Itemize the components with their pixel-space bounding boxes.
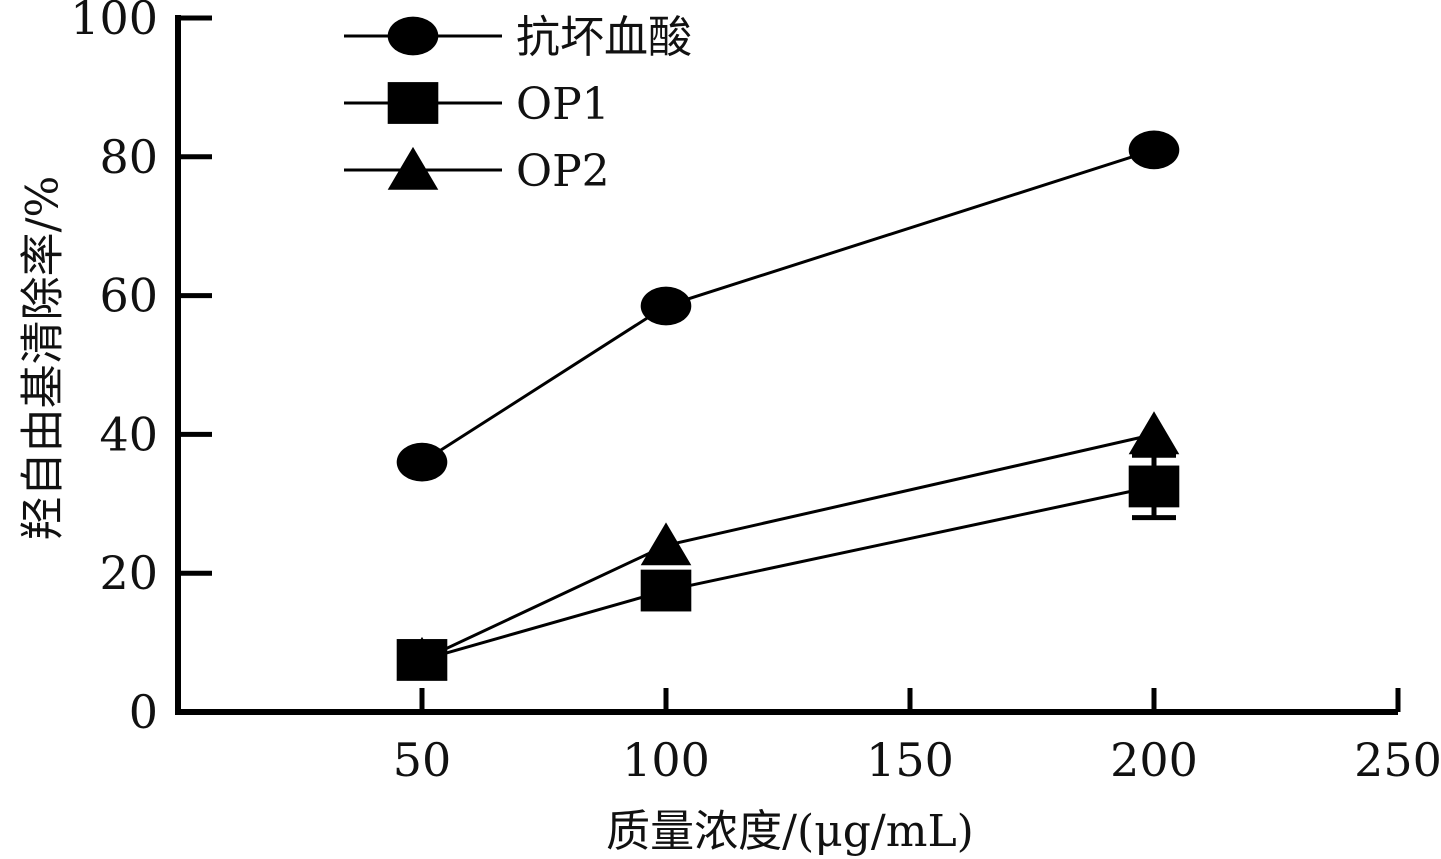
legend-marker	[387, 82, 439, 124]
legend-item-1: 抗坏血酸	[344, 12, 692, 63]
y-tick-label: 20	[99, 546, 158, 600]
y-tick-label: 80	[99, 130, 158, 184]
series-1	[396, 130, 1180, 482]
legend-label: 抗坏血酸	[516, 12, 692, 63]
legend-marker	[387, 146, 439, 190]
legend-label: OP1	[516, 79, 610, 130]
legend: 抗坏血酸 OP1 OP2	[344, 12, 692, 197]
series-3	[396, 411, 1180, 680]
y-axis-label: 羟自由基清除率/%	[18, 176, 69, 541]
y-tick-label: 0	[129, 685, 158, 739]
axes	[175, 15, 1398, 715]
ticks: 50 100 150 200 250 0 20 40 60 80 100	[70, 0, 1441, 787]
series-line	[421, 432, 1155, 662]
legend-marker	[387, 16, 439, 56]
y-tick-label: 40	[99, 407, 158, 461]
x-tick-label: 50	[393, 733, 452, 787]
x-tick-label: 150	[866, 733, 954, 787]
x-axis-label: 质量浓度/(μg/mL)	[606, 806, 974, 857]
series-layer	[396, 130, 1180, 681]
data-point	[1128, 465, 1180, 508]
y-tick-label: 60	[99, 269, 158, 323]
data-point	[396, 636, 448, 680]
data-point	[640, 569, 692, 612]
legend-item-2: OP1	[344, 79, 610, 130]
series-line	[421, 484, 1155, 662]
data-point	[1128, 411, 1180, 455]
x-tick-label: 100	[622, 733, 710, 787]
data-point	[640, 286, 692, 326]
data-point	[640, 522, 692, 566]
x-tick-label: 200	[1110, 733, 1198, 787]
legend-item-3: OP2	[344, 146, 610, 197]
x-tick-label: 250	[1354, 733, 1441, 787]
series-2	[396, 452, 1180, 681]
data-point	[396, 442, 448, 482]
data-point	[1128, 130, 1180, 170]
y-tick-label: 100	[70, 0, 158, 45]
legend-label: OP2	[516, 146, 610, 197]
